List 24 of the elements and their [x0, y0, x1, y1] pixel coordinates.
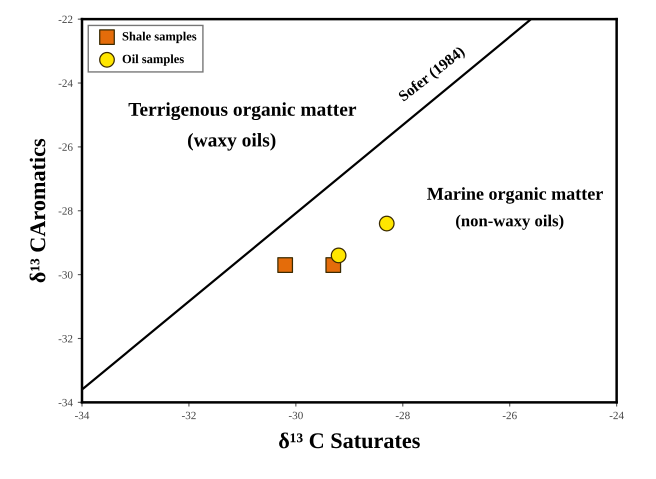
- y-tick-label: -22: [58, 16, 72, 24]
- legend-label: Shale samples: [122, 32, 196, 44]
- x-tick-label: -32: [182, 412, 196, 420]
- y-tick-label: -34: [58, 398, 73, 406]
- x-tick-label: -30: [288, 412, 303, 420]
- x-axis-title: δ¹³ C Saturates: [279, 432, 420, 448]
- y-tick-label: -28: [58, 207, 73, 215]
- y-tick-label: -24: [58, 80, 73, 87]
- y-tick-label: -26: [58, 143, 73, 151]
- legend-label: Oil samples: [122, 54, 184, 66]
- point: [277, 257, 294, 273]
- y-axis-title: δ¹³ CAromatics: [30, 138, 46, 282]
- x-tick-label: -34: [75, 412, 90, 420]
- x-tick-label: -26: [502, 412, 517, 420]
- x-tick-label: -28: [396, 412, 410, 420]
- annotation: Terrigenous organic matter: [128, 102, 356, 120]
- annotation: (non-waxy oils): [456, 214, 564, 230]
- point: [378, 216, 395, 232]
- x-tick-label: -24: [610, 412, 624, 420]
- y-tick-label: -32: [58, 334, 72, 342]
- y-tick-label: -30: [58, 271, 73, 279]
- annotation: Marine organic matter: [427, 187, 603, 204]
- point: [330, 248, 347, 264]
- annotation: (waxy oils): [188, 132, 276, 151]
